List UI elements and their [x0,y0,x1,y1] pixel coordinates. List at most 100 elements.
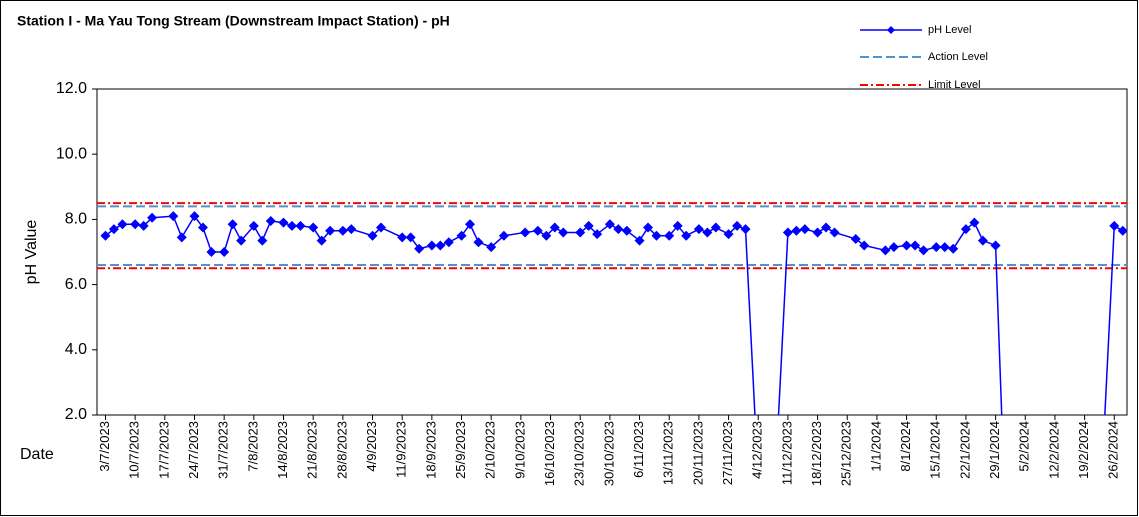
y-tick-label: 6.0 [65,276,87,293]
x-tick-label: 28/8/2023 [334,421,349,479]
data-point [681,230,692,241]
y-tick-label: 2.0 [65,406,87,423]
legend-label: pH Level [928,24,971,36]
x-tick-label: 12/2/2024 [1046,421,1061,479]
data-point [197,222,208,233]
data-point [325,225,336,236]
x-tick-label: 26/2/2024 [1106,421,1121,479]
data-point [295,220,306,231]
data-point [664,230,675,241]
data-point [850,233,861,244]
data-point [147,212,158,223]
plot-content [97,202,1127,415]
x-tick-label: 11/9/2023 [394,421,409,478]
x-tick-label: 11/12/2023 [779,421,794,485]
data-point [901,240,912,251]
x-tick-label: 23/10/2023 [572,421,587,486]
x-tick-label: 27/11/2023 [720,421,735,485]
data-point [592,229,603,240]
x-tick-label: 8/1/2024 [898,421,913,472]
data-point [108,224,119,235]
x-tick-label: 24/7/2023 [186,421,201,479]
data-point [960,224,971,235]
data-point [888,242,899,253]
x-tick-label: 7/8/2023 [245,421,260,472]
x-tick-label: 13/11/2023 [661,421,676,485]
y-axis-label: pH Value [23,220,40,285]
y-tick-label: 10.0 [56,145,87,162]
data-point [634,235,645,246]
data-point [397,232,408,243]
x-tick-label: 20/11/2023 [690,421,705,485]
data-point [1117,225,1127,236]
x-tick-label: 15/1/2024 [928,421,943,479]
data-point [880,245,891,256]
x-axis-label: Date [20,446,54,463]
data-point [346,224,357,235]
data-point [265,216,276,227]
legend-label: Action Level [928,51,988,63]
data-point [206,247,217,257]
data-point [990,240,1001,251]
data-point [227,219,238,230]
data-point [740,224,751,235]
data-point [443,237,454,248]
x-tick-label: 6/11/2023 [631,421,646,478]
data-point [812,227,823,238]
data-point [405,232,416,243]
x-tick-label: 4/9/2023 [364,421,379,472]
data-point [732,220,743,231]
data-point [710,222,721,233]
data-point [723,229,734,240]
data-point [939,242,950,253]
x-tick-label: 14/8/2023 [275,421,290,479]
data-point [651,230,662,241]
data-point [189,211,200,222]
y-tick-label: 12.0 [56,80,87,97]
x-tick-label: 19/2/2024 [1076,421,1091,479]
data-point [583,220,594,231]
data-point [604,219,615,230]
data-point [918,245,929,256]
x-tick-label: 29/1/2024 [987,421,1002,479]
data-point [426,240,437,251]
x-tick-label: 5/2/2024 [1017,421,1032,472]
data-point [782,227,793,238]
data-point [549,222,560,233]
data-point [473,237,484,248]
plot-area [96,88,1128,416]
data-point [130,219,141,230]
data-point [829,227,840,238]
data-point [541,230,552,241]
legend-marker [887,26,895,34]
x-tick-label: 9/10/2023 [512,421,527,479]
data-point [278,217,289,228]
data-point [286,220,297,231]
data-point [498,230,509,241]
data-point [532,225,543,236]
x-tick-label: 25/9/2023 [453,421,468,479]
data-point [337,225,348,236]
x-tick-label: 2/10/2023 [483,421,498,479]
y-tick-label: 8.0 [65,211,87,228]
data-point [520,227,531,238]
data-point [117,219,128,230]
data-point [575,227,586,238]
y-tick-label: 4.0 [65,341,87,358]
x-tick-label: 25/12/2023 [839,421,854,486]
x-tick-label: 22/1/2024 [957,421,972,479]
data-point [248,220,259,231]
data-point [367,230,378,241]
data-point [672,220,683,231]
data-point [821,222,832,233]
data-point [931,242,942,253]
data-point [799,224,810,235]
data-point [219,247,230,257]
data-point [486,242,497,253]
data-point [138,220,149,231]
x-tick-label: 3/7/2023 [97,421,112,472]
data-point [168,211,179,222]
data-point [1109,220,1120,231]
data-point [100,230,111,241]
